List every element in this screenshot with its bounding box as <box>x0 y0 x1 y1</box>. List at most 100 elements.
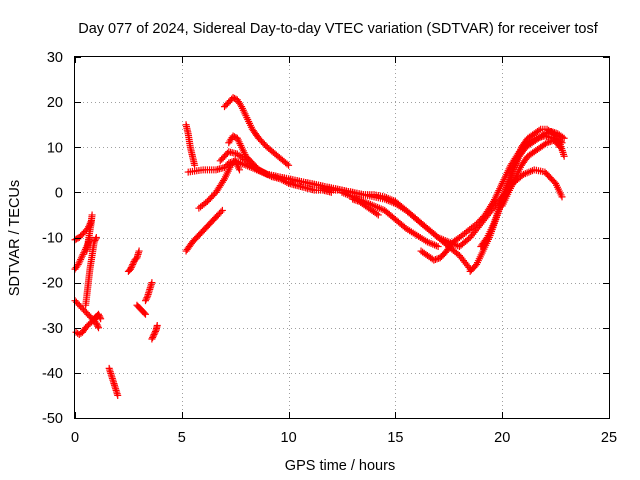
data-point <box>283 160 291 168</box>
y-tick-label: 30 <box>47 50 63 66</box>
series-arc-u <box>338 188 442 251</box>
x-tick-label: 5 <box>178 430 186 446</box>
data-point <box>148 279 156 287</box>
grid-lines <box>75 57 609 418</box>
y-axis-label: SDTVAR / TECUs <box>7 180 23 296</box>
x-tick-labels: 0 5 10 15 20 25 <box>71 430 617 446</box>
data-point <box>283 178 291 186</box>
plot-frame <box>74 56 610 419</box>
data-point <box>96 313 104 321</box>
data-point <box>95 312 103 320</box>
data-point <box>374 211 382 219</box>
y-tick-label: 0 <box>55 185 63 201</box>
x-tick-label: 10 <box>281 430 297 446</box>
x-tick-label: 25 <box>601 430 617 446</box>
data-point <box>153 321 161 329</box>
series-arc-m <box>182 121 199 169</box>
axis-ticks <box>75 57 610 419</box>
data-point <box>560 134 568 142</box>
y-tick-label: 20 <box>47 95 63 111</box>
series-arc-w <box>417 132 564 264</box>
series-arc-j <box>133 301 149 318</box>
data-point <box>142 295 150 303</box>
data-point <box>75 259 83 267</box>
y-tick-label: -40 <box>42 366 63 382</box>
series-arc-g <box>90 310 105 323</box>
series-arc-f <box>83 211 96 255</box>
data-point <box>94 322 102 330</box>
series-arc-z <box>498 136 568 210</box>
data-point <box>114 391 122 399</box>
data-point <box>128 262 136 270</box>
data-point <box>77 255 85 263</box>
data-point <box>90 238 98 246</box>
series-arc-t <box>317 166 566 251</box>
x-tick-label: 20 <box>494 430 510 446</box>
x-tick-label: 15 <box>387 430 403 446</box>
series-arc-x <box>466 125 566 275</box>
data-point <box>149 332 157 340</box>
data-point <box>94 324 102 332</box>
data-point <box>141 310 149 318</box>
series-arc-s <box>216 148 335 196</box>
data-point <box>148 335 156 343</box>
series-arc-n <box>182 206 226 255</box>
data-point <box>434 243 442 251</box>
data-point <box>94 310 102 318</box>
data-point <box>129 261 137 269</box>
y-tick-label: -30 <box>42 321 63 337</box>
data-point <box>129 259 137 267</box>
series-arc-v <box>349 195 382 219</box>
data-point <box>127 265 135 273</box>
series-arc-i <box>124 247 143 275</box>
data-point <box>560 152 568 160</box>
data-point <box>93 321 101 329</box>
series-arc-k <box>141 279 156 305</box>
data-point <box>92 234 100 241</box>
x-tick-label: 0 <box>71 430 79 446</box>
data-point <box>149 334 157 342</box>
data-point <box>558 193 566 201</box>
data-point <box>151 329 159 337</box>
series-arc-q <box>221 94 293 169</box>
series-arc-o <box>195 157 243 212</box>
data-point <box>541 140 549 148</box>
data-point <box>77 254 85 262</box>
data-point <box>74 261 82 269</box>
data-points <box>71 94 568 399</box>
data-point <box>373 210 381 218</box>
y-tick-label: -50 <box>42 411 63 427</box>
data-point <box>218 206 226 214</box>
y-tick-label: -20 <box>42 276 63 292</box>
data-point <box>223 149 231 157</box>
data-point <box>91 237 99 245</box>
chart-title: Day 077 of 2024, Sidereal Day-to-day VTE… <box>78 21 598 37</box>
series-arc-l <box>148 321 161 343</box>
data-point <box>141 297 149 305</box>
data-point <box>127 264 135 272</box>
data-point <box>559 133 567 141</box>
data-point <box>78 252 86 260</box>
data-point <box>150 331 158 339</box>
data-point <box>535 126 543 134</box>
series-arc-h <box>105 364 122 399</box>
data-point <box>135 247 143 255</box>
data-point <box>219 177 227 185</box>
x-axis-label: GPS time / hours <box>285 458 395 474</box>
data-point <box>79 250 87 258</box>
data-point <box>151 328 159 336</box>
data-point <box>97 315 105 323</box>
data-point <box>80 249 88 257</box>
data-point <box>539 131 547 139</box>
data-point <box>235 166 243 174</box>
data-point <box>266 172 274 180</box>
data-point <box>88 211 96 219</box>
y-tick-label: -10 <box>42 231 63 247</box>
series-arc-e <box>82 234 100 309</box>
data-point <box>76 257 84 265</box>
y-tick-labels: -50 -40 -30 -20 -10 0 10 20 30 <box>42 50 63 427</box>
data-point <box>217 208 225 216</box>
data-point <box>143 294 151 302</box>
y-tick-label: 10 <box>47 140 63 156</box>
